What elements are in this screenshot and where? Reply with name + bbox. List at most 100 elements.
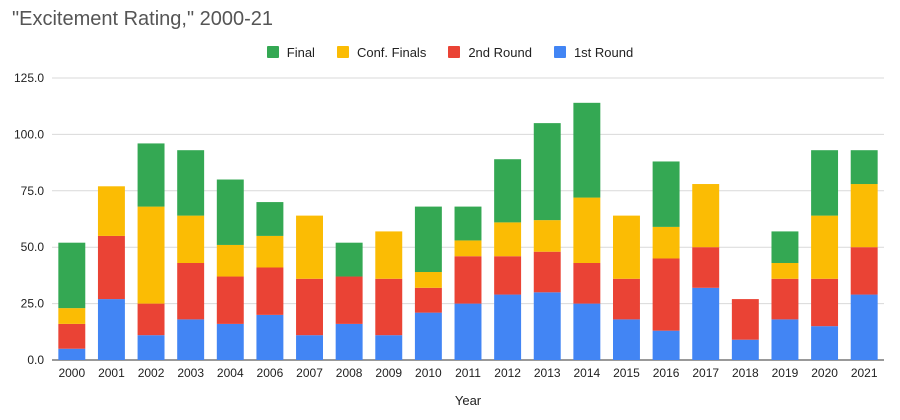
bar-segment [771, 262, 799, 279]
bar-segment [652, 161, 680, 227]
bar-segment [652, 258, 680, 331]
x-tick-label: 2002 [138, 366, 165, 380]
bar-segment [771, 319, 799, 360]
bar-segment [494, 222, 522, 257]
bar-segment [216, 179, 244, 245]
bar-segment [335, 242, 363, 277]
bar-segment [652, 226, 680, 259]
bar-segment [216, 244, 244, 277]
bar-segment [454, 256, 482, 304]
legend-label: 1st Round [573, 44, 634, 60]
x-tick-label: 2016 [653, 366, 680, 380]
bar-segment [850, 150, 878, 185]
bar-segment [454, 206, 482, 241]
y-tick-label: 25.0 [21, 297, 45, 311]
y-tick-label: 75.0 [21, 184, 45, 198]
bar-segment [177, 319, 205, 360]
bar-segment [771, 278, 799, 320]
bar-segment [137, 206, 165, 304]
bar-segment [573, 303, 601, 360]
bar-segment [58, 242, 86, 309]
bar-segment [58, 348, 86, 360]
bar-segment [652, 330, 680, 360]
bar-segment [573, 262, 601, 304]
bar-segment [613, 278, 640, 320]
y-tick-label: 125.0 [14, 71, 44, 85]
chart-title: "Excitement Rating," 2000-21 [12, 8, 274, 30]
bar-segment [137, 335, 165, 360]
legend-label: Final [286, 44, 315, 60]
y-tick-label: 0.0 [27, 353, 44, 367]
bar-segment [811, 278, 839, 327]
x-tick-label: 2006 [257, 366, 284, 380]
legend-swatch [336, 46, 349, 58]
x-tick-label: 2018 [732, 366, 759, 380]
x-tick-label: 2012 [494, 366, 521, 380]
x-tick-label: 2007 [296, 366, 323, 380]
legend-label: 2nd Round [468, 44, 532, 60]
x-tick-label: 2010 [415, 366, 442, 380]
bar-segment [692, 287, 720, 360]
bar-segment [256, 314, 284, 360]
bar-segment [335, 276, 363, 324]
bar-segment [256, 267, 284, 315]
bar-segment [256, 202, 284, 236]
bar-segment [414, 206, 442, 273]
bar-segment [256, 235, 284, 268]
bar-segment [216, 276, 244, 324]
bar-segment [375, 335, 403, 360]
bar-segment [692, 184, 720, 248]
x-tick-label: 2014 [574, 366, 601, 380]
bar-segment [850, 247, 878, 295]
legend-item: 1st Round [553, 44, 634, 60]
legend-item: Final [266, 44, 315, 60]
x-tick-label: 2008 [336, 366, 363, 380]
legend-item: 2nd Round [448, 45, 532, 60]
bar-segment [811, 215, 839, 279]
bar-segment [137, 143, 165, 207]
bar-segment [613, 215, 640, 279]
y-tick-label: 100.0 [14, 127, 44, 141]
bar-segment [613, 319, 640, 360]
bar-segment [58, 323, 86, 349]
x-tick-label: 2013 [534, 366, 561, 380]
x-tick-label: 2001 [98, 366, 125, 380]
bar-segment [216, 323, 244, 360]
bar-segment [97, 186, 125, 236]
bar-segment [573, 102, 601, 198]
bar-segment [454, 303, 482, 360]
bar-segment [296, 278, 323, 336]
x-tick-label: 2015 [613, 366, 640, 380]
bar-segment [731, 339, 759, 360]
bar-segment [573, 197, 601, 263]
legend-item: Conf. Finals [336, 45, 426, 60]
x-tick-label: 2017 [692, 366, 719, 380]
bar-segment [811, 326, 839, 360]
bar-segment [58, 308, 86, 324]
bar-segment [811, 150, 839, 216]
bar-segment [494, 256, 522, 295]
chart-legend: Final Conf. Finals 2nd Round 1st Round [0, 42, 900, 62]
bar-segment [375, 278, 403, 336]
bar-segment [692, 247, 720, 288]
x-tick-label: 2019 [772, 366, 799, 380]
bar-segment [137, 303, 165, 336]
x-tick-label: 2021 [851, 366, 878, 380]
bar-segment [97, 299, 125, 360]
bar-segment [454, 240, 482, 257]
legend-swatch [448, 46, 461, 58]
bar-segment [335, 323, 363, 360]
legend-swatch [553, 46, 566, 58]
bar-segment [771, 231, 799, 263]
bar-segment [533, 220, 561, 252]
x-tick-label: 2003 [177, 366, 204, 380]
x-tick-label: 2009 [375, 366, 402, 380]
bar-segment [731, 299, 759, 340]
x-tick-label: 2004 [217, 366, 244, 380]
bar-segment [177, 262, 205, 320]
bar-segment [97, 235, 125, 300]
x-tick-label: 2000 [58, 366, 85, 380]
bar-segment [533, 251, 561, 293]
